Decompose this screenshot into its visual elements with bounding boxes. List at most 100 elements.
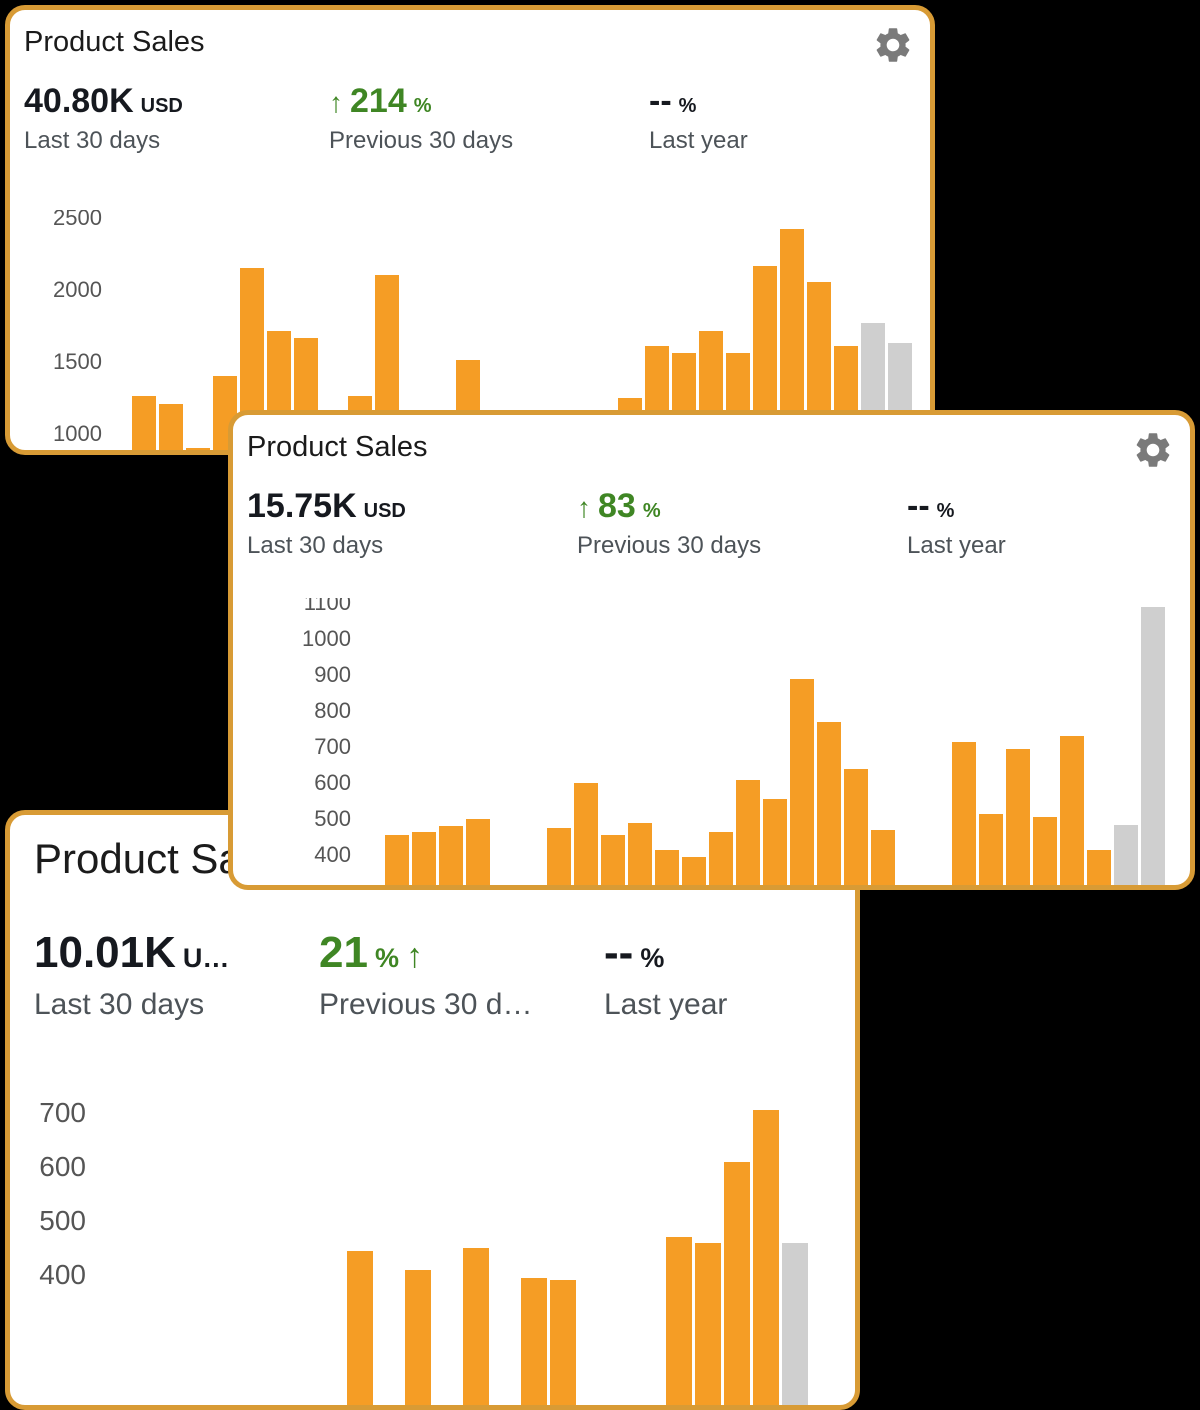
chart-bar xyxy=(550,1280,576,1405)
chart-bar xyxy=(763,799,787,885)
previous-label: Previous 30 d… xyxy=(319,987,533,1021)
current-label: Last 30 days xyxy=(247,532,384,559)
y-axis-tick-label: 600 xyxy=(314,770,351,795)
last-year-unit: % xyxy=(678,95,697,117)
product-sales-widget-1: Product Sales 40.80K USD Last 30 days ↑ … xyxy=(5,5,935,455)
chart-bar xyxy=(132,396,156,450)
chart-bar xyxy=(466,819,490,885)
previous-change-unit: % xyxy=(374,942,399,973)
y-axis-tick-label: 700 xyxy=(39,1097,86,1128)
last-year-label: Last year xyxy=(907,532,1006,559)
chart-bar xyxy=(347,1250,373,1405)
chart-bar xyxy=(628,822,652,885)
last-year-unit: % xyxy=(640,942,665,973)
chart-bar xyxy=(1033,817,1057,885)
chart-bar xyxy=(655,849,679,885)
up-arrow-icon: ↑ xyxy=(329,87,343,118)
previous-label: Previous 30 days xyxy=(577,532,762,559)
last-year-label: Last year xyxy=(649,127,748,154)
previous-label: Previous 30 days xyxy=(329,127,514,154)
stats-row: 15.75K USD Last 30 days ↑ 83 % Previous … xyxy=(233,487,1190,560)
stats-row: 40.80K USD Last 30 days ↑ 214 % Previous… xyxy=(10,82,930,155)
y-axis-tick-label: 500 xyxy=(39,1205,86,1236)
y-axis-tick-label: 1000 xyxy=(53,421,102,446)
sales-bar-chart: 700 600 500 400 xyxy=(10,1085,855,1405)
chart-bar xyxy=(521,1277,547,1405)
chart-bar xyxy=(601,835,625,885)
chart-bar xyxy=(574,783,598,885)
stat-last-year: -- % Last year xyxy=(604,928,727,1022)
chart-bar xyxy=(463,1247,489,1405)
y-axis-tick-label: 400 xyxy=(39,1259,86,1290)
widget-title: Product Sales xyxy=(247,431,428,463)
chart-bar xyxy=(439,826,463,885)
up-arrow-icon: ↑ xyxy=(577,492,591,523)
previous-change-value: 83 xyxy=(598,487,636,525)
previous-change-value: 21 xyxy=(319,927,368,977)
y-axis-tick-label: 900 xyxy=(314,662,351,687)
chart-bar xyxy=(790,678,814,885)
y-axis-tick-label: 1100 xyxy=(303,598,351,615)
chart-bar-partial xyxy=(1114,824,1138,885)
stat-current-period: 15.75K USD Last 30 days xyxy=(247,487,577,560)
chart-bar xyxy=(844,768,868,885)
chart-bar xyxy=(724,1161,750,1405)
chart-bar-partial xyxy=(1141,606,1165,885)
current-value: 40.80K xyxy=(24,82,134,120)
chart-bar xyxy=(817,721,841,885)
gear-icon[interactable] xyxy=(1132,429,1174,471)
y-axis-tick-label: 400 xyxy=(314,842,351,867)
stats-row: 10.01K U… Last 30 days 21 % ↑ Previous 3… xyxy=(10,928,855,1022)
y-axis-tick-label: 1000 xyxy=(302,626,351,651)
y-axis-tick-label: 700 xyxy=(314,734,351,759)
last-year-unit: % xyxy=(936,500,955,522)
product-sales-widget-3: Product Sales 10.01K U… Last 30 days 21 … xyxy=(5,810,860,1410)
widget-title: Product Sales xyxy=(24,26,205,58)
previous-change-unit: % xyxy=(642,500,661,522)
up-arrow-icon: ↑ xyxy=(405,936,423,975)
current-label: Last 30 days xyxy=(34,987,205,1021)
chart-bar xyxy=(666,1237,692,1405)
widget-header: Product Sales xyxy=(233,415,1190,471)
chart-bar xyxy=(186,448,210,450)
chart-bar xyxy=(695,1242,721,1405)
chart-bar xyxy=(1087,849,1111,885)
current-label: Last 30 days xyxy=(24,127,161,154)
previous-change-unit: % xyxy=(413,95,432,117)
chart-bar xyxy=(159,403,183,450)
chart-bar xyxy=(412,831,436,885)
chart-bar xyxy=(1060,736,1084,885)
y-axis-tick-label: 2500 xyxy=(53,210,102,230)
chart-bar xyxy=(1006,748,1030,885)
y-axis-tick-label: 500 xyxy=(314,806,351,831)
gear-icon[interactable] xyxy=(872,24,914,66)
y-axis-tick-label: 1500 xyxy=(53,349,102,374)
last-year-value: -- xyxy=(907,487,930,525)
chart-bar xyxy=(405,1269,431,1405)
y-axis-tick-label: 600 xyxy=(39,1151,86,1182)
last-year-value: -- xyxy=(604,927,634,977)
current-unit: U… xyxy=(182,942,230,973)
chart-bar xyxy=(385,835,409,885)
chart-bar xyxy=(952,741,976,885)
chart-bar xyxy=(753,1110,779,1405)
current-unit: USD xyxy=(140,95,183,117)
stat-current-period: 40.80K USD Last 30 days xyxy=(24,82,329,155)
stat-previous-period: 21 % ↑ Previous 30 d… xyxy=(319,928,604,1022)
sales-bar-chart: 1100 1000 900 800 700 600 500 400 xyxy=(233,598,1190,885)
current-value: 10.01K xyxy=(34,927,176,977)
widget-header: Product Sales xyxy=(10,10,930,66)
last-year-label: Last year xyxy=(604,987,728,1021)
stat-previous-period: ↑ 214 % Previous 30 days xyxy=(329,82,649,155)
stat-previous-period: ↑ 83 % Previous 30 days xyxy=(577,487,907,560)
chart-bar xyxy=(736,779,760,885)
previous-change-value: 214 xyxy=(350,82,407,120)
product-sales-widget-2: Product Sales 15.75K USD Last 30 days ↑ … xyxy=(228,410,1195,890)
chart-bar xyxy=(979,813,1003,885)
stat-last-year: -- % Last year xyxy=(649,82,748,155)
stat-current-period: 10.01K U… Last 30 days xyxy=(34,928,319,1022)
chart-bar xyxy=(709,831,733,885)
stat-last-year: -- % Last year xyxy=(907,487,1006,560)
chart-bar xyxy=(547,828,571,885)
current-value: 15.75K xyxy=(247,487,357,525)
